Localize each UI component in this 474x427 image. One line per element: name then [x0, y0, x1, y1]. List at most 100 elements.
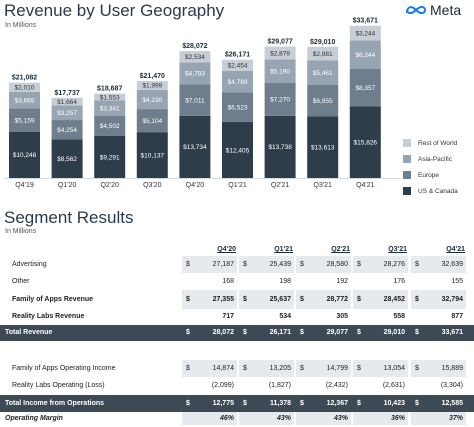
- row-label: Family of Apps Revenue: [12, 296, 94, 303]
- table-cell: $29,077: [296, 325, 351, 341]
- currency-symbol: $: [243, 261, 247, 268]
- bar-value-label: $4,254: [57, 127, 77, 134]
- table-cell: $13,205: [239, 360, 294, 377]
- cell-value: 13,054: [383, 365, 405, 372]
- table-cell: $13,054: [353, 360, 408, 377]
- cell-value: 33,671: [441, 329, 463, 336]
- table-cell: 168: [182, 273, 237, 290]
- bar-segment-europe-3: [136, 109, 168, 133]
- bar-total-label: $17,737: [54, 90, 79, 97]
- currency-symbol: $: [243, 296, 247, 303]
- table-cell: 43%: [296, 412, 351, 425]
- chart-legend: Rest of World Asia-Pacific Europe US & Cana…: [403, 135, 473, 199]
- bar-segment-us-canada-4: [179, 115, 211, 178]
- table-cell: $14,874: [182, 360, 237, 377]
- bar-value-label: $10,137: [141, 152, 165, 159]
- currency-symbol: $: [186, 261, 190, 268]
- legend-swatch: [403, 155, 411, 163]
- bar-value-label: $4,789: [228, 79, 248, 86]
- currency-symbol: $: [186, 365, 190, 372]
- legend-swatch: [403, 171, 411, 179]
- bar-value-label: $5,461: [313, 70, 333, 77]
- cell-value: 29,010: [383, 329, 405, 336]
- column-header: Q1'21: [274, 246, 293, 253]
- currency-symbol: $: [415, 296, 419, 303]
- revenue-stacked-bar-chart: $10,248 $5,159 $3,665 $2,010 $21,082 Q4'19 $8,…: [4, 18, 400, 189]
- table-cell: 37%: [411, 412, 466, 425]
- column-header: Q4'20: [217, 246, 236, 253]
- bar-segment-rest-of-world-2: [94, 93, 126, 101]
- bar-value-label: $7,011: [185, 97, 205, 104]
- table-cell: 43%: [239, 412, 294, 425]
- bar-segment-europe-8: [349, 68, 381, 107]
- bar-value-label: $15,826: [354, 140, 378, 147]
- x-tick-label: Q1'20: [58, 182, 77, 189]
- x-tick-label: Q2'21: [271, 182, 290, 189]
- table-cell: $28,276: [353, 256, 408, 273]
- currency-symbol: $: [357, 261, 361, 268]
- cell-value: 27,355: [212, 296, 234, 303]
- cell-value: 28,452: [383, 296, 405, 303]
- currency-symbol: $: [300, 329, 304, 336]
- table-cell: 192: [296, 273, 351, 290]
- row-label: Total Income from Operations: [5, 400, 105, 407]
- bar-value-label: $3,244: [355, 30, 375, 37]
- bar-segment-europe-4: [179, 84, 211, 116]
- legend-item: US & Canada: [403, 183, 473, 199]
- bar-value-label: $6,955: [313, 98, 333, 105]
- currency-symbol: $: [300, 365, 304, 372]
- segment-results-subtitle: In Millions: [5, 228, 37, 235]
- bar-value-label: $2,010: [15, 85, 35, 92]
- x-tick-label: Q1'21: [228, 182, 247, 189]
- row-label: Operating Margin: [5, 415, 63, 422]
- table-cell: (2,631): [353, 377, 408, 395]
- legend-label: US & Canada: [418, 187, 458, 195]
- bar-segment-rest-of-world-7: [307, 46, 339, 61]
- bar-value-label: $1,999: [142, 83, 162, 90]
- cell-value: 43%: [333, 415, 348, 422]
- bar-value-label: $1,553: [100, 94, 120, 101]
- legend-label: Rest of World: [418, 139, 458, 147]
- table-cell: $29,010: [353, 325, 408, 341]
- cell-value: 12,367: [326, 400, 348, 407]
- table-cell: $25,439: [239, 256, 294, 273]
- bar-value-label: $4,793: [185, 71, 205, 78]
- currency-symbol: $: [415, 261, 419, 268]
- x-tick-label: Q2'20: [100, 182, 119, 189]
- bar-total-label: $29,010: [310, 39, 335, 46]
- table-cell: $33,671: [411, 325, 466, 341]
- table-cell: $10,423: [353, 395, 408, 412]
- bar-segment-rest-of-world-6: [264, 46, 296, 60]
- x-tick-label: Q3'20: [143, 182, 162, 189]
- bar-value-label: $3,257: [57, 110, 77, 117]
- currency-symbol: $: [186, 296, 190, 303]
- table-cell: $28,072: [182, 325, 237, 341]
- currency-symbol: $: [415, 365, 419, 372]
- currency-symbol: $: [243, 400, 247, 407]
- table-row: Operating Margin 46% 43% 43% 36% 37%: [0, 412, 474, 425]
- currency-symbol: $: [186, 329, 190, 336]
- bar-value-label: $2,534: [185, 54, 205, 61]
- table-cell: 877: [411, 309, 466, 325]
- currency-symbol: $: [415, 400, 419, 407]
- cell-value: 14,874: [212, 365, 234, 372]
- currency-symbol: $: [357, 400, 361, 407]
- x-tick-label: Q3'21: [313, 182, 332, 189]
- bar-segment-asia-pacific-8: [349, 40, 381, 69]
- cell-value: 25,637: [269, 296, 291, 303]
- cell-value: 155: [451, 278, 463, 285]
- segment-results-title: Segment Results: [4, 208, 134, 227]
- currency-symbol: $: [357, 329, 361, 336]
- bar-segment-asia-pacific-2: [94, 100, 126, 116]
- bar-value-label: $6,523: [228, 104, 248, 111]
- bar-segment-asia-pacific-3: [136, 89, 168, 110]
- bar-total-label: $33,671: [353, 18, 378, 25]
- cell-value: 10,423: [383, 400, 405, 407]
- meta-logo-text: Meta: [430, 2, 462, 18]
- bar-segment-asia-pacific-4: [179, 62, 211, 85]
- table-cell: $12,585: [411, 395, 466, 412]
- bar-total-label: $28,072: [182, 43, 207, 50]
- cell-value: 13,205: [269, 365, 291, 372]
- bar-segment-rest-of-world-8: [349, 25, 381, 41]
- cell-value: 11,378: [269, 400, 291, 407]
